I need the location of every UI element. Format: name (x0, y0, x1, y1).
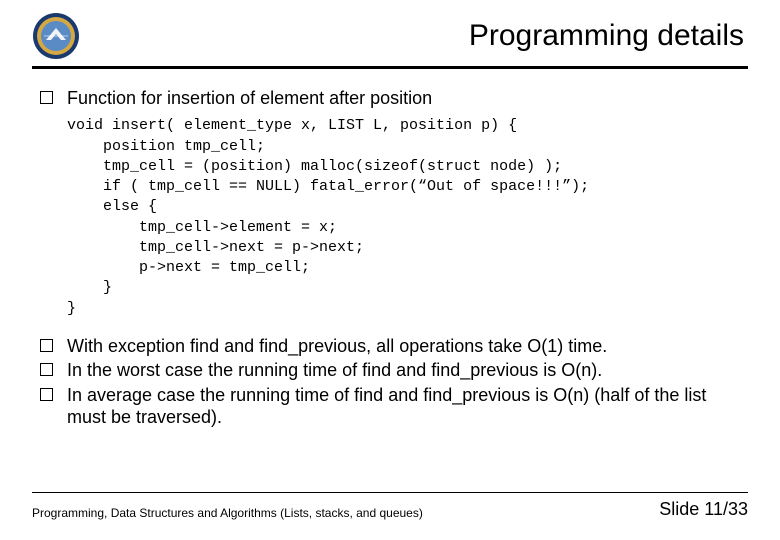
bullet-text: In average case the running time of find… (67, 384, 748, 429)
bullet-item: In the worst case the running time of fi… (40, 359, 748, 382)
bullet-marker-icon (40, 388, 53, 401)
bullet-text: Function for insertion of element after … (67, 87, 432, 110)
bullet-item: In average case the running time of find… (40, 384, 748, 429)
slide-footer: Programming, Data Structures and Algorit… (32, 492, 748, 520)
bullet-item: With exception find and find_previous, a… (40, 335, 748, 358)
slide-header: Programming details (32, 12, 748, 69)
bullet-item: Function for insertion of element after … (40, 87, 748, 110)
bullet-marker-icon (40, 339, 53, 352)
institution-logo (32, 12, 80, 60)
slide-container: Programming details Function for inserti… (0, 0, 780, 540)
bullet-text: With exception find and find_previous, a… (67, 335, 607, 358)
code-block: void insert( element_type x, LIST L, pos… (67, 116, 748, 319)
slide-title: Programming details (80, 19, 748, 53)
bullet-text: In the worst case the running time of fi… (67, 359, 602, 382)
slide-content: Function for insertion of element after … (32, 87, 748, 492)
bullet-marker-icon (40, 91, 53, 104)
lower-bullet-group: With exception find and find_previous, a… (40, 335, 748, 429)
bullet-marker-icon (40, 363, 53, 376)
footer-course-label: Programming, Data Structures and Algorit… (32, 506, 423, 520)
footer-slide-number: Slide 11/33 (659, 499, 748, 520)
